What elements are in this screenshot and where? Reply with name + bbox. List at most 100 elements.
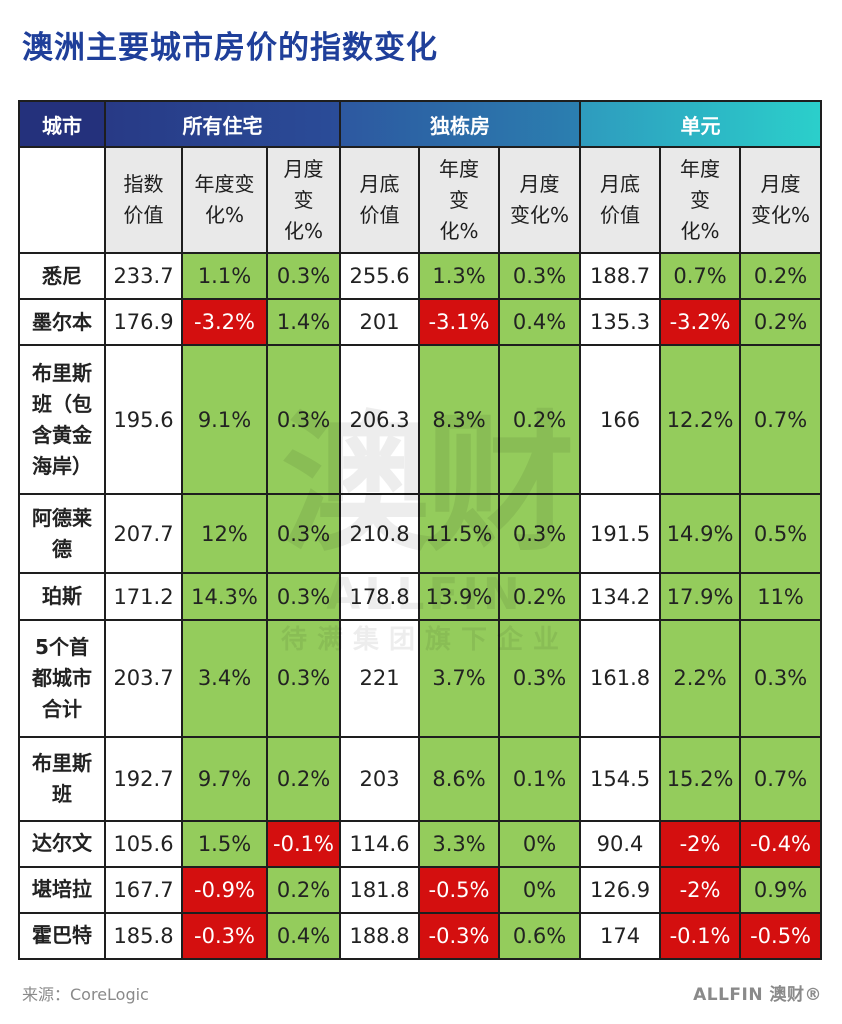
value-cell: 15.2% xyxy=(659,735,742,822)
value-cell: 0.2% xyxy=(498,572,582,621)
value-cell: 0.3% xyxy=(265,618,342,738)
footer-source: 来源：CoreLogic xyxy=(22,985,149,1004)
city-name: 墨尔本 xyxy=(18,298,106,347)
value-cell: -3.2% xyxy=(659,298,742,347)
table-row: 5个首 都城市 合计 203.7 3.4% 0.3% 221 3.7% 0.3% 161.8 2.2… xyxy=(18,618,823,738)
value-cell: 1.3% xyxy=(418,251,501,301)
value-cell: 8.3% xyxy=(418,344,501,495)
value-cell: 188.8 xyxy=(339,911,421,961)
value-cell: 0.2% xyxy=(265,865,342,914)
value-cell: 188.7 xyxy=(579,251,662,301)
value-cell: 154.5 xyxy=(579,735,662,822)
value-cell: 0.5% xyxy=(739,492,823,575)
value-cell: 161.8 xyxy=(579,618,662,738)
header-sub-0: 指数 价值 xyxy=(104,146,183,254)
value-cell: 0.7% xyxy=(739,735,823,822)
table-row: 达尔文 105.6 1.5% -0.1% 114.6 3.3% 0% 90.4 -2% -0.4% xyxy=(18,819,823,868)
value-cell: 0.3% xyxy=(265,492,342,575)
value-cell: 255.6 xyxy=(339,251,421,301)
value-cell: 135.3 xyxy=(579,298,662,347)
value-cell: -0.1% xyxy=(659,911,742,961)
value-cell: 2.2% xyxy=(659,618,742,738)
city-name: 达尔文 xyxy=(18,819,106,868)
value-cell: 233.7 xyxy=(104,251,183,301)
value-cell: 0.6% xyxy=(498,911,582,961)
value-cell: 195.6 xyxy=(104,344,183,495)
value-cell: 191.5 xyxy=(579,492,662,575)
value-cell: -0.3% xyxy=(181,911,268,961)
table-row: 霍巴特 185.8 -0.3% 0.4% 188.8 -0.3% 0.6% 174 -0.1% -… xyxy=(18,911,823,961)
value-cell: 0% xyxy=(498,819,582,868)
value-cell: 0% xyxy=(498,865,582,914)
table-row: 悉尼 233.7 1.1% 0.3% 255.6 1.3% 0.3% 188.7 0.7% 0.2… xyxy=(18,251,823,301)
value-cell: 0.2% xyxy=(265,735,342,822)
value-cell: 0.1% xyxy=(498,735,582,822)
table-row: 珀斯 171.2 14.3% 0.3% 178.8 13.9% 0.2% 134.2 17.9%… xyxy=(18,572,823,621)
value-cell: -0.4% xyxy=(739,819,823,868)
table-row: 阿德莱德 207.7 12% 0.3% 210.8 11.5% 0.3% 191.5 14.9%… xyxy=(18,492,823,575)
value-cell: 174 xyxy=(579,911,662,961)
value-cell: 11% xyxy=(739,572,823,621)
value-cell: 203 xyxy=(339,735,421,822)
value-cell: -2% xyxy=(659,865,742,914)
value-cell: 14.9% xyxy=(659,492,742,575)
price-index-table: 城市 所有住宅 独栋房 单元 指数 价值 年度变 化% 月度变化% 月底 价值 年度变化% 月度… xyxy=(18,100,823,961)
page-title: 澳洲主要城市房价的指数变化 xyxy=(22,30,438,66)
table-row: 布里斯 班（包 含黄金 海岸） 195.6 9.1% 0.3% 206.3 8.3% 0.2% 16… xyxy=(18,344,823,495)
city-name: 堪培拉 xyxy=(18,865,106,914)
footer-logo: ALLFIN 澳财® xyxy=(693,985,822,1005)
value-cell: 0.3% xyxy=(498,618,582,738)
header-group-units: 单元 xyxy=(579,100,823,148)
value-cell: 0.3% xyxy=(265,572,342,621)
value-cell: -2% xyxy=(659,819,742,868)
value-cell: 8.6% xyxy=(418,735,501,822)
value-cell: 9.1% xyxy=(181,344,268,495)
header-group-houses: 独栋房 xyxy=(339,100,582,148)
value-cell: 176.9 xyxy=(104,298,183,347)
value-cell: 0.3% xyxy=(498,251,582,301)
value-cell: 166 xyxy=(579,344,662,495)
city-name: 阿德莱德 xyxy=(18,492,106,575)
value-cell: 126.9 xyxy=(579,865,662,914)
header-group-row: 城市 所有住宅 独栋房 单元 xyxy=(18,100,823,148)
value-cell: 0.9% xyxy=(739,865,823,914)
value-cell: 203.7 xyxy=(104,618,183,738)
header-sub-5: 月度 变化% xyxy=(498,146,582,254)
value-cell: -3.1% xyxy=(418,298,501,347)
value-cell: 17.9% xyxy=(659,572,742,621)
value-cell: 201 xyxy=(339,298,421,347)
value-cell: 9.7% xyxy=(181,735,268,822)
table-row: 布里斯班 192.7 9.7% 0.2% 203 8.6% 0.1% 154.5 15.2% 0.… xyxy=(18,735,823,822)
value-cell: 207.7 xyxy=(104,492,183,575)
header-sub-blank xyxy=(18,146,106,254)
city-name: 布里斯 班（包 含黄金 海岸） xyxy=(18,344,106,495)
value-cell: 0.4% xyxy=(498,298,582,347)
city-name: 悉尼 xyxy=(18,251,106,301)
value-cell: 105.6 xyxy=(104,819,183,868)
value-cell: 0.3% xyxy=(739,618,823,738)
value-cell: 0.7% xyxy=(659,251,742,301)
value-cell: 12% xyxy=(181,492,268,575)
value-cell: 1.1% xyxy=(181,251,268,301)
header-sub-row: 指数 价值 年度变 化% 月度变化% 月底 价值 年度变化% 月度 变化% 月底 价值 年度变化% 月度变… xyxy=(18,146,823,254)
value-cell: 0.4% xyxy=(265,911,342,961)
value-cell: 3.3% xyxy=(418,819,501,868)
value-cell: 12.2% xyxy=(659,344,742,495)
value-cell: 1.4% xyxy=(265,298,342,347)
value-cell: 1.5% xyxy=(181,819,268,868)
header-sub-6: 月底 价值 xyxy=(579,146,662,254)
value-cell: 3.7% xyxy=(418,618,501,738)
value-cell: 11.5% xyxy=(418,492,501,575)
value-cell: 0.7% xyxy=(739,344,823,495)
header-sub-1: 年度变 化% xyxy=(181,146,268,254)
value-cell: -0.5% xyxy=(739,911,823,961)
value-cell: -0.1% xyxy=(265,819,342,868)
city-name: 霍巴特 xyxy=(18,911,106,961)
value-cell: 0.2% xyxy=(739,251,823,301)
value-cell: 0.3% xyxy=(265,344,342,495)
city-name: 珀斯 xyxy=(18,572,106,621)
header-group-all-dwellings: 所有住宅 xyxy=(103,100,342,148)
value-cell: -3.2% xyxy=(181,298,268,347)
header-sub-2: 月度变化% xyxy=(265,146,342,254)
value-cell: 0.2% xyxy=(498,344,582,495)
